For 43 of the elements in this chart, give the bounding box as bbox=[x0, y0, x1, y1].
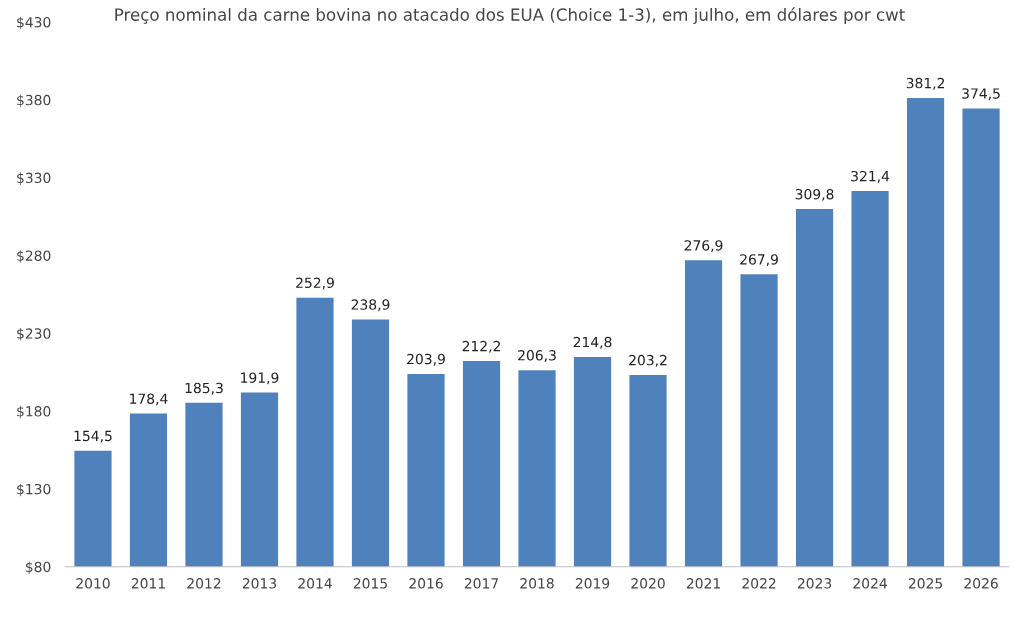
data-label: 267,9 bbox=[740, 254, 778, 267]
data-label: 206,3 bbox=[518, 350, 556, 362]
x-tick-label: 2014 bbox=[298, 578, 332, 589]
x-tick-label: 2024 bbox=[853, 578, 887, 589]
y-tick-label: $180 bbox=[17, 405, 51, 419]
data-label: 381,2 bbox=[906, 77, 945, 90]
y-tick-label: $430 bbox=[17, 16, 51, 30]
x-tick-label: 2016 bbox=[409, 578, 443, 589]
data-label: 374,5 bbox=[962, 88, 1000, 101]
y-tick-label: $80 bbox=[25, 561, 51, 575]
x-tick-label: 2013 bbox=[242, 578, 277, 589]
data-label: 178,4 bbox=[130, 393, 168, 406]
x-tick-label: 2022 bbox=[742, 578, 776, 589]
data-label: 238,9 bbox=[351, 299, 390, 312]
x-tick-label: 2011 bbox=[131, 578, 165, 589]
data-label: 185,3 bbox=[185, 382, 223, 395]
data-label: 212,2 bbox=[462, 340, 500, 353]
x-tick-label: 2026 bbox=[964, 578, 998, 589]
y-tick-label: $230 bbox=[17, 328, 51, 341]
data-label: 321,4 bbox=[851, 170, 890, 183]
x-tick-label: 2025 bbox=[908, 578, 943, 589]
data-label: 154,5 bbox=[74, 430, 112, 443]
y-tick-label: $380 bbox=[17, 94, 51, 108]
x-tick-label: 2023 bbox=[797, 578, 832, 589]
data-label: 214,8 bbox=[573, 336, 612, 349]
y-tick-label: $130 bbox=[17, 483, 51, 497]
data-label: 252,9 bbox=[296, 277, 334, 290]
data-label: 203,9 bbox=[407, 353, 445, 366]
chart-title: Preço nominal da carne bovina no atacado dos EUA (Choice 1-3), em julho, em dólares por cwt bbox=[115, 7, 905, 25]
x-tick-label: 2010 bbox=[76, 578, 110, 589]
data-label: 276,9 bbox=[684, 240, 723, 253]
x-tick-label: 2012 bbox=[187, 578, 221, 589]
x-tick-label: 2017 bbox=[464, 578, 498, 589]
y-tick-label: $330 bbox=[17, 172, 51, 185]
y-tick-label: $280 bbox=[17, 250, 51, 263]
x-tick-label: 2015 bbox=[353, 578, 387, 589]
data-label: 203,2 bbox=[629, 354, 667, 367]
data-label: 309,8 bbox=[795, 188, 834, 201]
x-tick-label: 2018 bbox=[520, 578, 554, 589]
x-tick-label: 2019 bbox=[575, 578, 610, 589]
x-tick-label: 2021 bbox=[686, 578, 720, 589]
x-tick-label: 2020 bbox=[631, 578, 665, 589]
data-label: 191,9 bbox=[241, 372, 279, 385]
